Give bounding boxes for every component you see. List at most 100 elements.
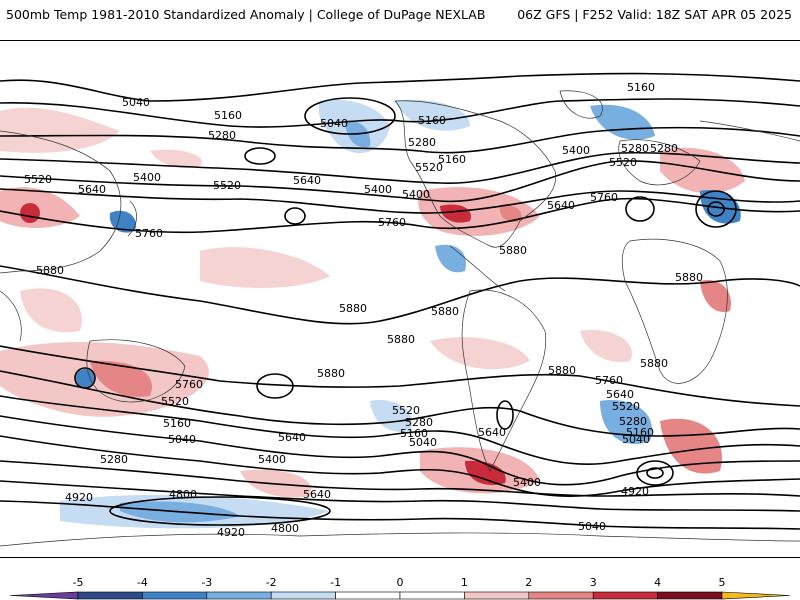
- warm-anomaly: [90, 360, 152, 397]
- colorbar-tick-label: 3: [590, 576, 597, 589]
- contour-label: 5520: [392, 404, 420, 417]
- contour-label: 5400: [133, 171, 161, 184]
- contour-label: 5040: [122, 96, 150, 109]
- contour-5400: [0, 151, 800, 184]
- contour-label: 5400: [402, 188, 430, 201]
- map-canvas: 5160 5040 5160 5280 5040 5160 5280 5520 …: [0, 41, 800, 557]
- contour-label: 5880: [36, 264, 64, 277]
- coastline-central-america: [449, 245, 506, 292]
- contour-label: 5640: [278, 431, 306, 444]
- contour-label: 5880: [317, 367, 345, 380]
- contour-5280: [0, 126, 800, 154]
- map-title: 500mb Temp 1981-2010 Standardized Anomal…: [6, 7, 486, 22]
- coastline-antarctica: [0, 532, 800, 547]
- colorbar-canvas: -5 -4 -3 -2 -1 0 1 2 3 4 5: [9, 576, 791, 600]
- contour-label: 5520: [612, 400, 640, 413]
- contour-label: 5040: [409, 436, 437, 449]
- contour-label: 5640: [293, 174, 321, 187]
- coastline-india: [0, 290, 22, 342]
- contour-label: 5280: [208, 129, 236, 142]
- contour-5520: [0, 160, 800, 203]
- contour-5040-closed: [304, 97, 396, 135]
- contour-label: 4800: [169, 488, 197, 501]
- coastline-north-america: [394, 100, 557, 248]
- contour-5280: [0, 435, 800, 497]
- contour-closed: [646, 467, 664, 479]
- contour-label: 5280: [650, 142, 678, 155]
- coastline-asia-east: [699, 120, 800, 142]
- contour-label: 5160: [400, 427, 428, 440]
- header: 500mb Temp 1981-2010 Standardized Anomal…: [0, 0, 800, 40]
- contour-5640: [0, 188, 800, 214]
- colorbar-segment: [464, 591, 530, 600]
- model-run-info: 06Z GFS | F252 Valid: 18Z SAT APR 05 202…: [517, 7, 792, 22]
- colorbar-segment: [142, 591, 208, 600]
- colorbar-tick-label: 1: [461, 576, 468, 589]
- contour-label: 5040: [320, 117, 348, 130]
- contour-5760: [0, 345, 800, 407]
- colorbar-tick-label: 4: [654, 576, 661, 589]
- colorbar-tick-label: -5: [73, 576, 84, 589]
- warm-anomaly-core: [20, 203, 40, 223]
- contour-label: 5880: [499, 244, 527, 257]
- contour-label: 5520: [161, 395, 189, 408]
- contour-label: 5880: [675, 271, 703, 284]
- contour-label: 5160: [627, 81, 655, 94]
- contour-label: 5280: [100, 453, 128, 466]
- coastline-asia: [0, 130, 122, 274]
- colorbar-segment: [206, 591, 272, 600]
- coastline-africa: [621, 238, 728, 384]
- contour-label: 5400: [258, 453, 286, 466]
- contour-label: 5400: [513, 476, 541, 489]
- colorbar-segment: [399, 591, 465, 600]
- colorbar-segment: [528, 591, 594, 600]
- contour-label: 5760: [595, 374, 623, 387]
- contour-closed: [496, 400, 514, 430]
- contour-5040: [0, 480, 800, 512]
- colorbar-ticks: -5 -4 -3 -2 -1 0 1 2 3 4 5: [73, 576, 726, 589]
- contour-label: 5760: [135, 227, 163, 240]
- contour-closed: [244, 147, 276, 165]
- contour-label: 5040: [168, 433, 196, 446]
- map-background: [0, 41, 800, 557]
- contour-closed: [695, 190, 737, 228]
- contour-label: 5280: [408, 136, 436, 149]
- contour-5040: [0, 72, 800, 102]
- contour-label: 5160: [626, 426, 654, 439]
- contour-5760: [0, 197, 800, 234]
- colorbar-segments: [9, 591, 791, 600]
- cold-anomaly-core: [76, 369, 94, 387]
- contour-label: 5160: [438, 153, 466, 166]
- coastline-greenland: [559, 90, 603, 119]
- warm-anomaly: [20, 288, 82, 333]
- colorbar-tick-label: -4: [137, 576, 148, 589]
- coastlines: [0, 90, 800, 547]
- contour-label: 5640: [547, 199, 575, 212]
- anomaly-shading: [0, 99, 745, 529]
- contour-label: 4920: [217, 526, 245, 539]
- warm-anomaly-core: [499, 205, 522, 223]
- contour-label: 5880: [640, 357, 668, 370]
- contour-label: 5280: [621, 142, 649, 155]
- coastline-australia: [86, 339, 186, 403]
- colorbar-tick-label: 2: [525, 576, 532, 589]
- contour-label: 5760: [378, 216, 406, 229]
- contour-4920: [0, 500, 800, 530]
- warm-anomaly-core: [465, 460, 506, 485]
- contour-label: 5880: [431, 305, 459, 318]
- contour-5160: [0, 98, 800, 128]
- colorbar-segment: [657, 591, 723, 600]
- contour-label: 5400: [364, 183, 392, 196]
- contour-closed: [284, 207, 306, 225]
- contour-label: 5520: [609, 156, 637, 169]
- contour-label: 5880: [387, 333, 415, 346]
- colorbar-tick-label: -1: [330, 576, 341, 589]
- contour-5160: [0, 460, 800, 497]
- contour-label: 5280: [619, 415, 647, 428]
- contour-4800: [109, 496, 331, 526]
- warm-anomaly: [418, 187, 540, 236]
- contour-label: 5040: [622, 433, 650, 446]
- contour-closed: [636, 460, 674, 486]
- contour-label: 5400: [562, 144, 590, 157]
- contour-closed: [256, 373, 294, 399]
